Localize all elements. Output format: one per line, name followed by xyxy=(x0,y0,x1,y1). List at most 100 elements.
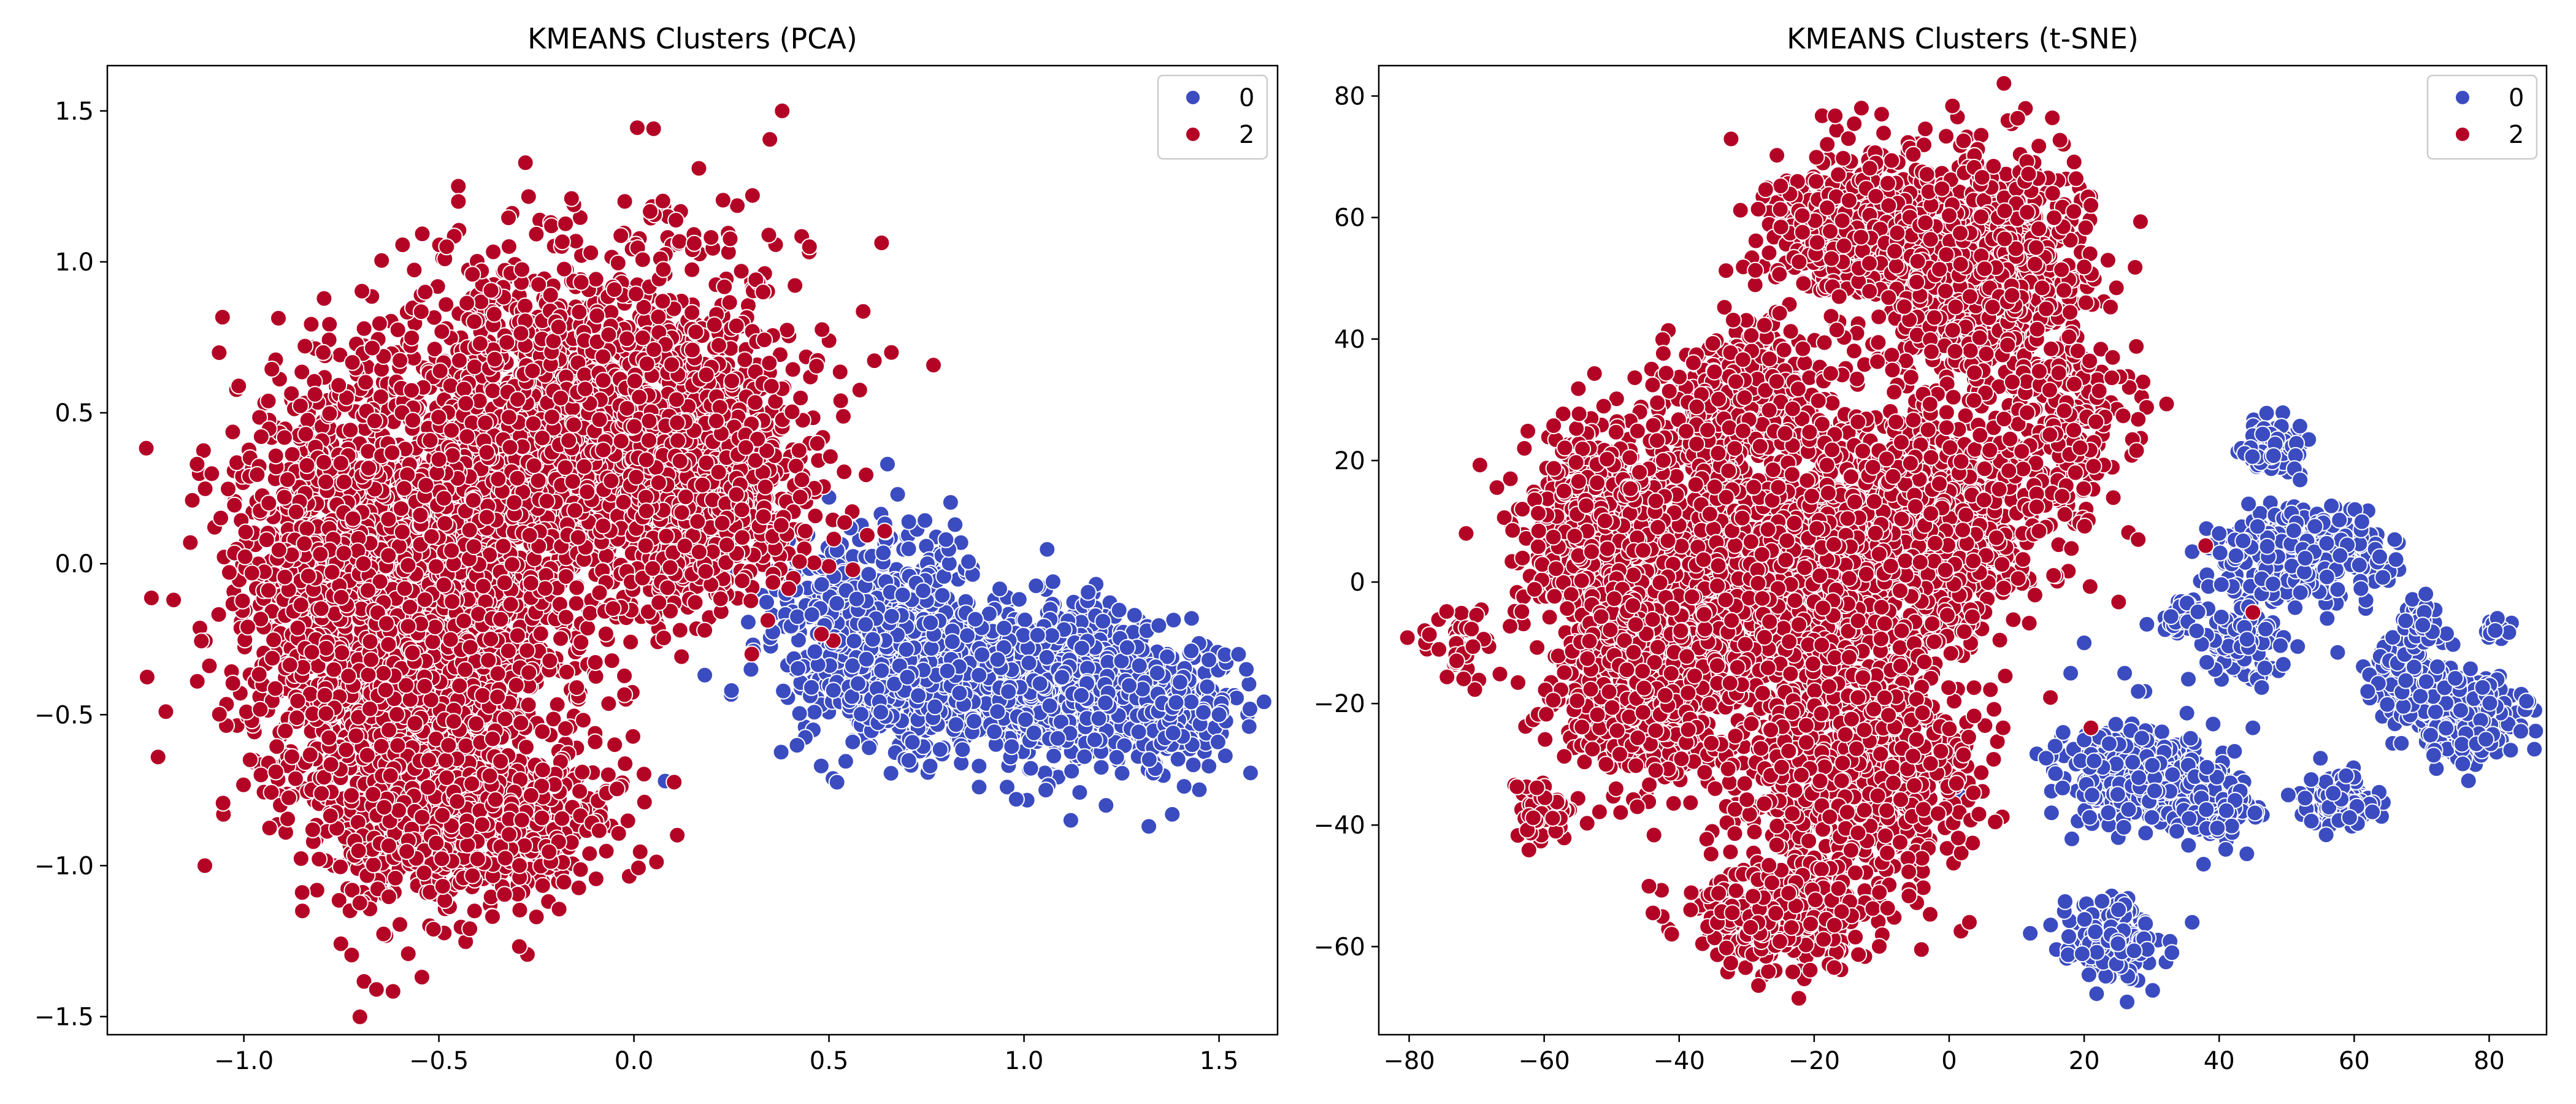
pca-point-series-0 xyxy=(1073,639,1091,657)
pca-point-series-0 xyxy=(1163,805,1181,823)
pca-point-series-2 xyxy=(355,320,373,337)
pca-point-series-0 xyxy=(1125,607,1143,624)
pca-point-series-2 xyxy=(603,652,621,670)
pca-point-series-2 xyxy=(351,1008,369,1025)
pca-point-series-0 xyxy=(1097,694,1114,711)
pca-point-series-0 xyxy=(1092,759,1110,776)
pca-point-series-2 xyxy=(343,946,361,964)
pca-point-series-2 xyxy=(391,916,408,933)
pca-point-series-2 xyxy=(292,849,310,867)
pca-point-series-0 xyxy=(844,733,862,751)
pca-point-series-0 xyxy=(889,486,907,503)
pca-point-series-0 xyxy=(933,586,951,604)
pca-point-series-0 xyxy=(1165,611,1183,629)
pca-point-series-0 xyxy=(803,606,821,624)
pca-point-series-2 xyxy=(489,665,507,683)
pca-point-series-0 xyxy=(1183,642,1200,660)
pca-point-series-2 xyxy=(548,696,566,713)
pca-point-series-2 xyxy=(456,661,474,678)
pca-point-series-0 xyxy=(1241,764,1259,782)
pca-point-series-2 xyxy=(606,736,624,754)
pca-scatter-panel: KMEANS Clusters (PCA) −1.0 −0.5 0.0 0.5 1.0 1… xyxy=(34,22,1279,1075)
pca-point-series-0 xyxy=(1045,747,1063,765)
pca-point-series-0 xyxy=(943,633,961,651)
pca-point-series-2 xyxy=(673,648,691,665)
pca-point-series-0 xyxy=(1130,723,1148,741)
pca-point-series-0 xyxy=(1053,669,1071,686)
pca-point-series-0 xyxy=(1086,731,1103,749)
pca-point-series-0 xyxy=(899,669,916,686)
pca-point-series-0 xyxy=(1164,724,1182,742)
pca-point-series-0 xyxy=(813,575,830,593)
pca-point-series-0 xyxy=(1238,661,1255,678)
pca-point-series-2 xyxy=(235,776,252,794)
pca-point-series-0 xyxy=(1169,750,1187,768)
pca-point-series-0 xyxy=(1073,686,1090,704)
pca-point-series-0 xyxy=(1097,797,1115,815)
pca-series-2 xyxy=(137,102,942,1025)
pca-point-series-0 xyxy=(758,593,775,611)
pca-point-series-0 xyxy=(1113,764,1131,782)
pca-point-series-0 xyxy=(897,641,915,658)
pca-point-series-0 xyxy=(772,743,790,761)
pca-chart-title: KMEANS Clusters (PCA) xyxy=(527,22,857,55)
pca-point-series-2 xyxy=(512,714,530,732)
pca-point-series-0 xyxy=(941,494,959,512)
pca-point-series-2 xyxy=(520,664,538,681)
pca-point-series-2 xyxy=(683,261,701,278)
pca-point-series-0 xyxy=(1038,648,1056,666)
pca-point-series-2 xyxy=(322,756,340,773)
pca-point-series-0 xyxy=(989,651,1006,669)
pca-point-series-0 xyxy=(1022,759,1040,777)
pca-point-series-0 xyxy=(1029,626,1046,644)
pca-point-series-0 xyxy=(986,723,1003,741)
pca-point-series-0 xyxy=(791,705,808,723)
pca-point-series-0 xyxy=(873,662,891,680)
pca-point-series-0 xyxy=(857,650,875,668)
pca-point-series-2 xyxy=(690,159,708,177)
pca-point-series-2 xyxy=(337,741,355,759)
pca-points-layer xyxy=(137,102,1273,1025)
pca-point-series-0 xyxy=(995,619,1013,637)
pca-point-series-0 xyxy=(828,594,846,612)
pca-point-series-2 xyxy=(532,625,550,643)
pca-point-series-0 xyxy=(900,540,918,558)
pca-point-series-2 xyxy=(489,688,507,706)
pca-point-series-2 xyxy=(466,902,483,920)
pca-point-series-0 xyxy=(1027,577,1045,595)
pca-point-series-2 xyxy=(876,523,894,540)
pca-point-series-0 xyxy=(946,516,964,534)
pca-point-series-2 xyxy=(301,746,319,764)
pca-point-series-0 xyxy=(900,751,918,769)
pca-point-series-2 xyxy=(600,695,618,713)
pca-point-series-0 xyxy=(1140,818,1158,835)
pca-point-series-0 xyxy=(894,586,911,604)
pca-point-series-2 xyxy=(375,925,393,943)
pca-point-series-2 xyxy=(293,884,311,902)
pca-point-series-0 xyxy=(1150,616,1168,634)
pca-point-series-2 xyxy=(445,713,462,730)
pca-point-series-0 xyxy=(1210,706,1228,724)
pca-point-series-0 xyxy=(1090,710,1108,727)
pca-point-series-0 xyxy=(789,659,807,677)
pca-point-series-0 xyxy=(1190,781,1208,799)
pca-point-series-0 xyxy=(1183,610,1200,627)
pca-point-series-0 xyxy=(1076,748,1094,765)
pca-point-series-0 xyxy=(803,678,820,696)
pca-point-series-0 xyxy=(951,684,968,702)
pca-point-series-0 xyxy=(853,705,870,723)
pca-point-series-0 xyxy=(1016,611,1034,629)
pca-point-series-0 xyxy=(1121,677,1138,694)
pca-point-series-0 xyxy=(938,662,956,680)
pca-point-series-2 xyxy=(507,677,525,694)
pca-point-series-0 xyxy=(991,580,1008,598)
pca-point-series-0 xyxy=(805,703,823,721)
pca-point-series-0 xyxy=(883,607,900,625)
pca-point-series-0 xyxy=(937,531,955,548)
pca-point-series-0 xyxy=(1167,694,1185,711)
pca-point-series-2 xyxy=(461,920,479,938)
pca-point-series-0 xyxy=(1230,645,1248,663)
pca-point-series-2 xyxy=(451,677,469,694)
pca-point-series-2 xyxy=(413,968,431,986)
